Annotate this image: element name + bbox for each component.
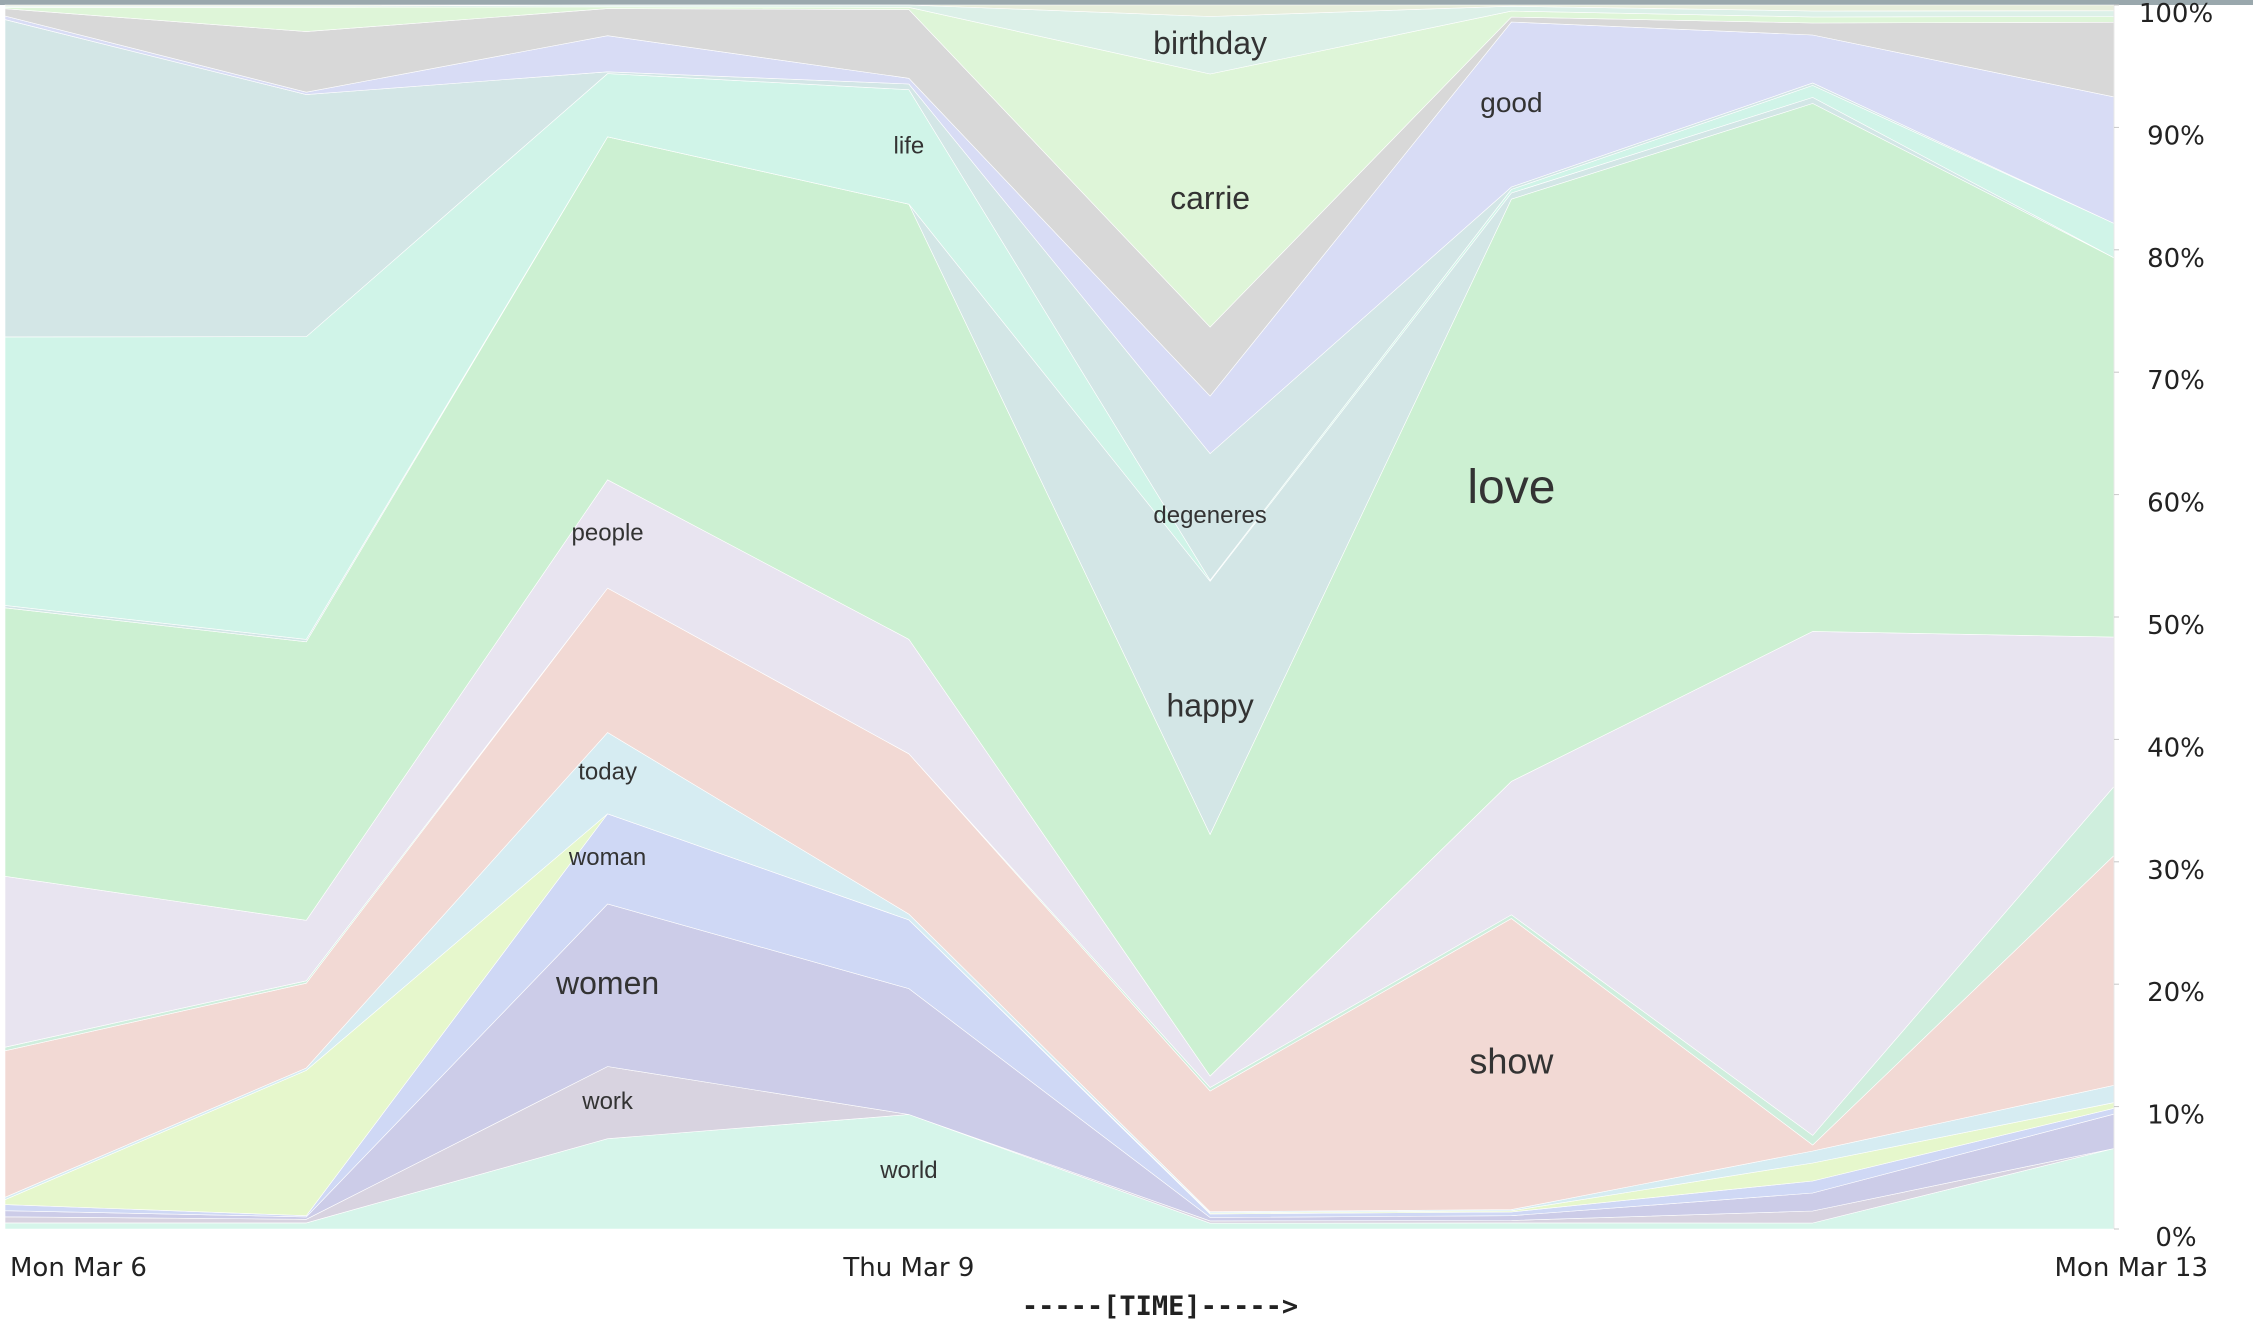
word-label-world: world — [879, 1157, 937, 1184]
y-axis-panel — [2114, 5, 2253, 1229]
word-label-good: good — [1480, 87, 1542, 118]
y-tick-label: 10% — [2147, 1101, 2205, 1131]
word-label-happy: happy — [1167, 687, 1254, 723]
word-label-today: today — [578, 759, 637, 786]
y-tick-label: 50% — [2147, 611, 2205, 641]
word-label-work: work — [581, 1088, 634, 1115]
word-label-carrie: carrie — [1170, 180, 1250, 216]
x-tick-label: Mon Mar 6 — [10, 1253, 147, 1283]
y-axis: 0% 10% 20% 30% 40% 50% 60% 70% 80% 90% 100% — [2114, 0, 2213, 1253]
top-border — [0, 0, 2253, 5]
word-label-degeneres: degeneres — [1153, 502, 1266, 529]
x-tick-label: Mon Mar 13 — [2055, 1253, 2209, 1283]
x-axis-title: -----[TIME]-----> — [1022, 1291, 1298, 1322]
y-tick-label: 70% — [2147, 366, 2205, 396]
y-tick-label: 90% — [2147, 121, 2205, 151]
word-label-life: life — [894, 132, 925, 159]
y-tick-label: 0% — [2155, 1223, 2196, 1253]
y-tick-label: 60% — [2147, 489, 2205, 519]
word-label-birthday: birthday — [1153, 25, 1267, 61]
word-labels-layer: world work women woman today show people love ha… — [555, 25, 1555, 1184]
areas-layer — [4, 4, 2115, 1230]
y-tick-label: 20% — [2147, 978, 2205, 1008]
word-label-people: people — [572, 519, 644, 546]
y-tick-label: 100% — [2139, 0, 2213, 29]
word-label-love: love — [1467, 461, 1555, 514]
word-label-women: women — [555, 965, 659, 1001]
word-label-woman: woman — [568, 844, 646, 871]
x-axis: Mon Mar 6 Thu Mar 9 Mon Mar 13 — [10, 1253, 2208, 1283]
y-tick-label: 30% — [2147, 856, 2205, 886]
word-label-show: show — [1469, 1041, 1554, 1082]
y-tick-label: 40% — [2147, 733, 2205, 763]
y-tick-label: 80% — [2147, 244, 2205, 274]
x-tick-label: Thu Mar 9 — [842, 1253, 974, 1283]
